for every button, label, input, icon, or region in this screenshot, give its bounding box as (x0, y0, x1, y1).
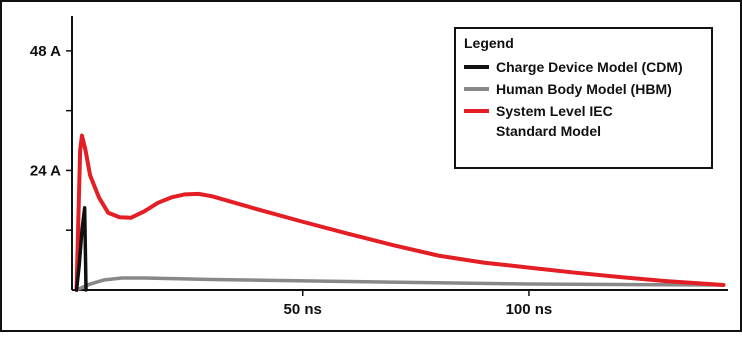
legend-title: Legend (464, 35, 514, 51)
y-tick-label: 48 A (30, 43, 61, 60)
legend: Legend Charge Device Model (CDM) Human Bod… (454, 27, 713, 169)
x-tick-label: 100 ns (506, 301, 553, 318)
legend-label-2: Standard Model (496, 123, 601, 139)
legend-label-1: Human Body Model (HBM) (496, 81, 672, 97)
axes: 24 A 48 A 50 ns 100 ns (30, 16, 728, 318)
series-line-0 (74, 206, 88, 292)
x-tick-label: 50 ns (284, 301, 322, 318)
legend-label-2: System Level IEC (496, 103, 613, 119)
series-group (74, 133, 726, 292)
series-line-2 (74, 133, 726, 292)
series-line-1 (74, 276, 726, 292)
y-tick-label: 24 A (30, 162, 61, 179)
legend-label-0: Charge Device Model (CDM) (496, 59, 683, 75)
legend-box (454, 27, 713, 169)
